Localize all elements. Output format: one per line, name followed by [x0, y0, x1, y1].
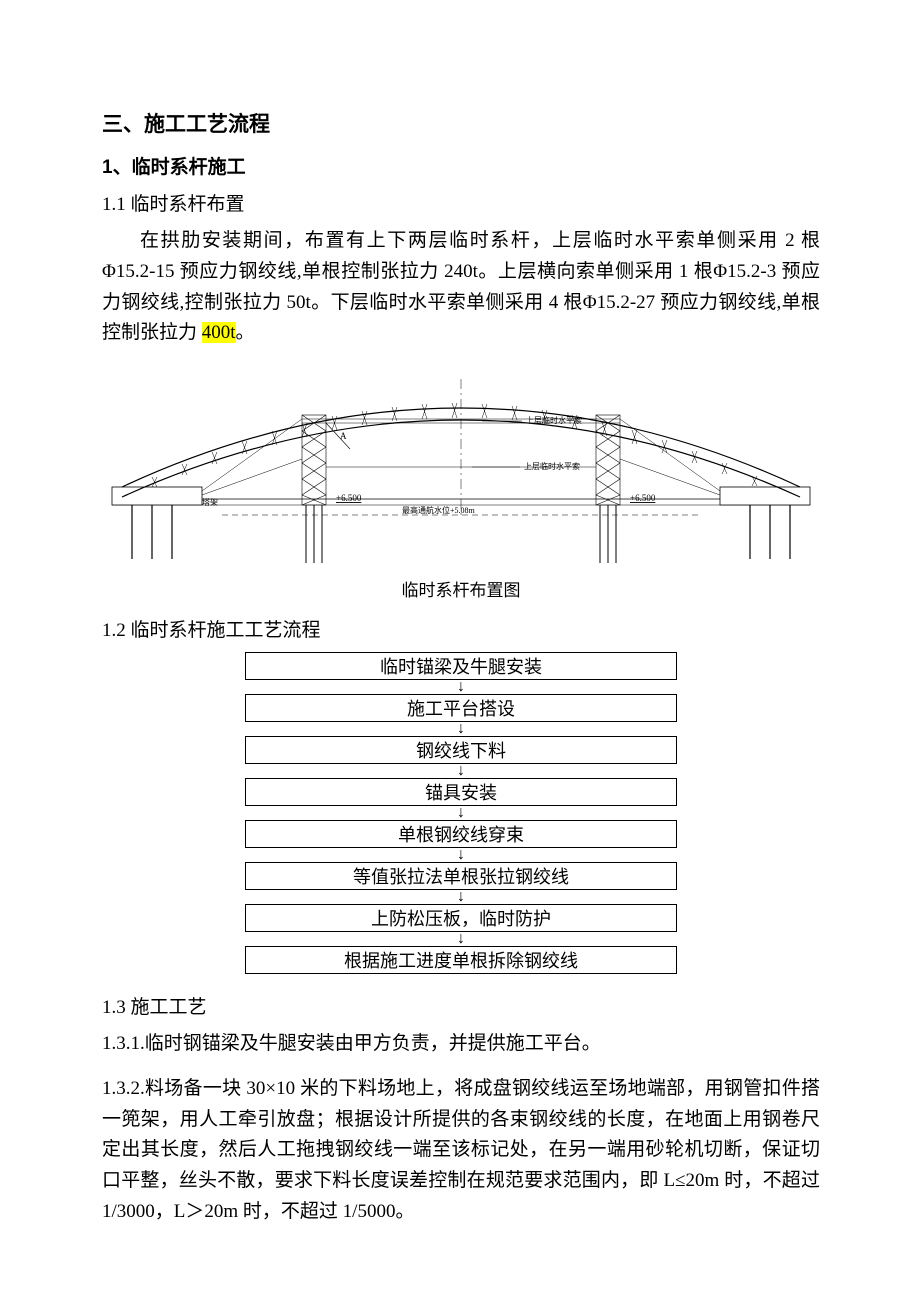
- heading-level-1: 三、施工工艺流程: [102, 108, 820, 138]
- flow-arrow-icon: ↓: [457, 890, 465, 904]
- flow-step: 钢绞线下料: [245, 736, 677, 764]
- flowchart: 临时锚梁及牛腿安装↓施工平台搭设↓钢绞线下料↓锚具安装↓单根钢绞线穿束↓等值张拉…: [245, 652, 677, 974]
- flow-step: 施工平台搭设: [245, 694, 677, 722]
- paragraph-1-3-2: 1.3.2.料场备一块 30×10 米的下料场地上，将成盘钢绞线运至场地端部，用…: [102, 1074, 820, 1228]
- flow-step: 根据施工进度单根拆除钢绞线: [245, 946, 677, 974]
- flow-step: 单根钢绞线穿束: [245, 820, 677, 848]
- label-flood: 最高通航水位+5.08m: [402, 505, 476, 515]
- flow-arrow-icon: ↓: [457, 764, 465, 778]
- flow-step: 锚具安装: [245, 778, 677, 806]
- label-tower: 塔架: [202, 497, 218, 507]
- heading-1-1: 1.1 临时系杆布置: [102, 189, 820, 216]
- flow-arrow-icon: ↓: [457, 848, 465, 862]
- heading-1-2: 1.2 临时系杆施工工艺流程: [102, 615, 820, 642]
- p11-highlight: 400t: [202, 322, 236, 343]
- arch-diagram: 最高通航水位+5.08m: [102, 359, 820, 570]
- label-a: A: [340, 431, 347, 441]
- label-upper-cable: 上层临时水平索: [526, 415, 582, 425]
- flow-arrow-icon: ↓: [457, 806, 465, 820]
- flow-step: 等值张拉法单根张拉钢绞线: [245, 862, 677, 890]
- label-elev-left: +6.500: [336, 493, 362, 503]
- heading-level-2: 1、临时系杆施工: [102, 152, 820, 179]
- flow-step: 临时锚梁及牛腿安装: [245, 652, 677, 680]
- flow-step: 上防松压板，临时防护: [245, 904, 677, 932]
- label-upper-cable-2: 上层临时水平索: [524, 461, 580, 471]
- heading-1-3: 1.3 施工工艺: [102, 992, 820, 1019]
- paragraph-1-1: 在拱肋安装期间，布置有上下两层临时系杆，上层临时水平索单侧采用 2 根Φ15.2…: [102, 226, 820, 349]
- flow-arrow-icon: ↓: [457, 722, 465, 736]
- paragraph-1-3-1: 1.3.1.临时钢锚梁及牛腿安装由甲方负责，并提供施工平台。: [102, 1029, 820, 1060]
- diagram-caption: 临时系杆布置图: [102, 576, 820, 601]
- flow-arrow-icon: ↓: [457, 680, 465, 694]
- p11-end: 。: [236, 322, 255, 343]
- label-elev-right: +6.500: [630, 493, 656, 503]
- flow-arrow-icon: ↓: [457, 932, 465, 946]
